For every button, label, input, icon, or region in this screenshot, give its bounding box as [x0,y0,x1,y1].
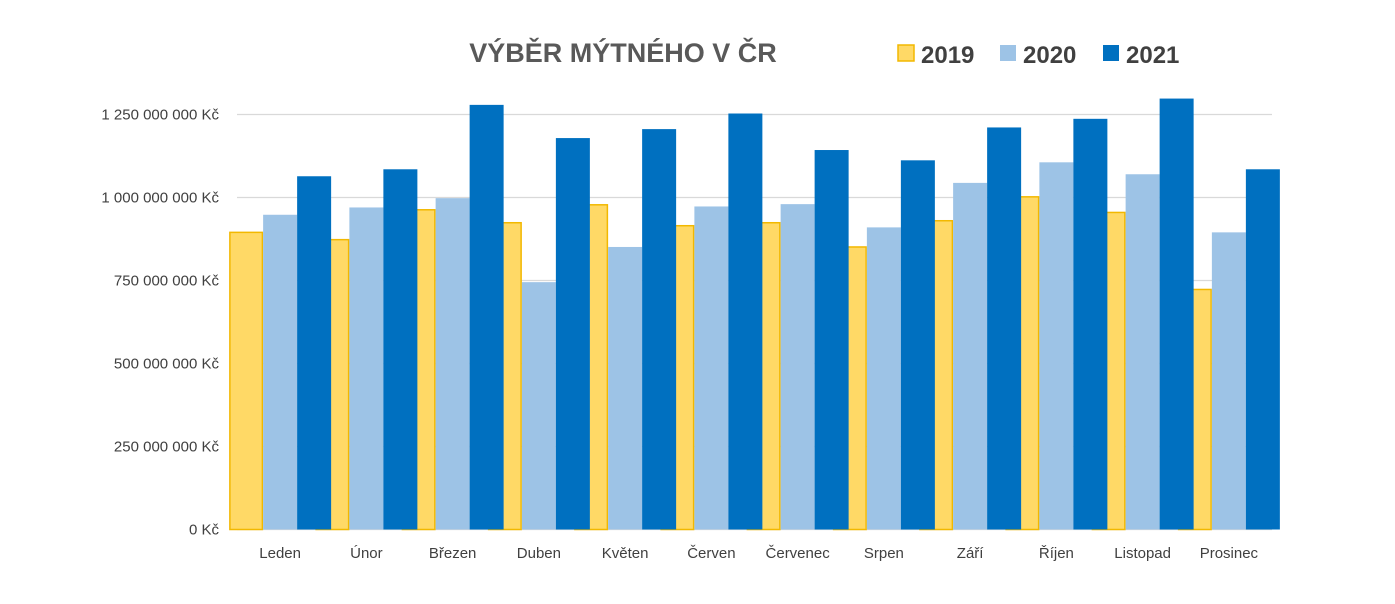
legend-swatch-2021 [1103,45,1119,61]
bar-2020-Březen [435,198,470,530]
bar-2021-Březen [469,104,504,530]
bar-2021-Srpen [900,160,935,530]
legend-label-2020: 2020 [1023,42,1076,69]
x-tick-label: Květen [602,545,649,562]
x-axis-tick-labels: Leden Únor Březen Duben Květen Červen Červenec… [259,545,1258,562]
legend-label-2019: 2019 [921,42,974,69]
bar-2021-Leden [297,176,332,530]
x-tick-label: Duben [517,545,561,562]
y-tick-label: 1 000 000 000 Kč [101,190,219,207]
bar-2021-Listopad [1159,98,1194,530]
bars [229,98,1280,531]
bar-2019-Leden [229,231,264,531]
x-tick-label: Březen [429,545,477,562]
y-tick-label: 250 000 000 Kč [114,439,220,456]
bar-2020-Červen [694,206,729,530]
bar-2021-Červen [728,113,763,530]
bar-2021-Prosinec [1245,169,1280,530]
y-tick-label: 0 Kč [189,522,220,539]
bar-2020-Leden [263,214,298,530]
bar-2020-Duben [521,282,556,530]
bar-2020-Říjen [1039,162,1074,530]
x-tick-label: Srpen [864,545,904,562]
bar-2020-Listopad [1125,174,1160,530]
bar-2020-Červenec [780,204,815,530]
bar-2021-Září [987,127,1022,530]
x-tick-label: Září [957,545,985,562]
bar-2021-Únor [383,169,418,530]
x-tick-label: Listopad [1114,545,1171,562]
bar-2021-Červenec [814,150,849,530]
x-tick-label: Říjen [1039,545,1074,562]
bar-2020-Květen [608,246,643,530]
x-tick-label: Červenec [766,545,831,562]
x-tick-label: Leden [259,545,301,562]
bar-2021-Květen [642,129,677,530]
y-axis-tick-labels: 0 Kč 250 000 000 Kč 500 000 000 Kč 750 000 … [101,107,219,539]
bar-2020-Září [953,182,988,530]
legend-swatch-2020 [1000,45,1016,61]
y-tick-label: 1 250 000 000 Kč [101,107,219,124]
y-tick-label: 500 000 000 Kč [114,356,220,373]
x-tick-label: Červen [687,545,735,562]
x-tick-label: Únor [350,545,383,562]
x-tick-label: Prosinec [1200,545,1259,562]
bar-2021-Říjen [1073,118,1108,530]
y-tick-label: 750 000 000 Kč [114,273,220,290]
legend-label-2021: 2021 [1126,42,1179,69]
bar-2021-Duben [555,138,590,530]
legend-swatch-2019 [897,44,915,62]
chart-title: VÝBĚR MÝTNÉHO V ČR [469,37,777,68]
bar-2020-Prosinec [1211,232,1246,530]
bar-2020-Únor [349,207,384,530]
legend: 2019 2020 2021 [897,42,1179,69]
bar-2020-Srpen [866,227,901,530]
